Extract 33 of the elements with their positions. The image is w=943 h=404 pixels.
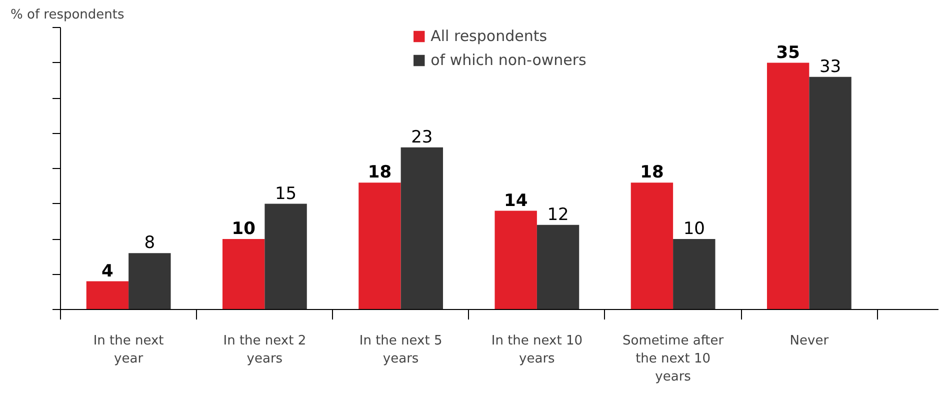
y-axis-title: % of respondents — [10, 8, 125, 22]
x-tick-label: In the next year — [93, 334, 164, 366]
x-tick-label: Never — [790, 334, 830, 348]
data-label: 33 — [819, 56, 842, 77]
x-tick-label: In the next 5 years — [359, 334, 442, 366]
legend-label: All respondents — [430, 27, 548, 45]
x-tick-label: In the next 10 years — [491, 334, 583, 366]
data-label: 10 — [232, 219, 256, 239]
data-label: 35 — [776, 42, 800, 63]
data-label: 10 — [683, 219, 705, 239]
bar — [766, 62, 810, 310]
data-label: 4 — [102, 261, 114, 282]
data-label: 18 — [368, 162, 392, 183]
data-label: 8 — [144, 233, 156, 254]
bar — [86, 281, 129, 310]
bar — [630, 182, 674, 310]
bar — [494, 210, 537, 310]
data-label: 12 — [547, 204, 569, 225]
bar — [673, 239, 716, 310]
bar — [222, 239, 265, 310]
data-label: 14 — [504, 190, 528, 211]
data-label: 18 — [640, 162, 664, 183]
bar — [536, 224, 580, 310]
x-tick-label: Sometime after the next 10 years — [622, 334, 724, 384]
bar — [358, 182, 401, 310]
data-label: 23 — [411, 127, 433, 148]
bar — [400, 147, 444, 310]
x-tick-label: In the next 2 years — [223, 334, 306, 366]
data-label: 15 — [274, 184, 297, 204]
legend-label: of which non-owners — [430, 51, 586, 69]
bar — [264, 204, 307, 310]
bar — [809, 76, 852, 310]
bar — [128, 253, 171, 310]
